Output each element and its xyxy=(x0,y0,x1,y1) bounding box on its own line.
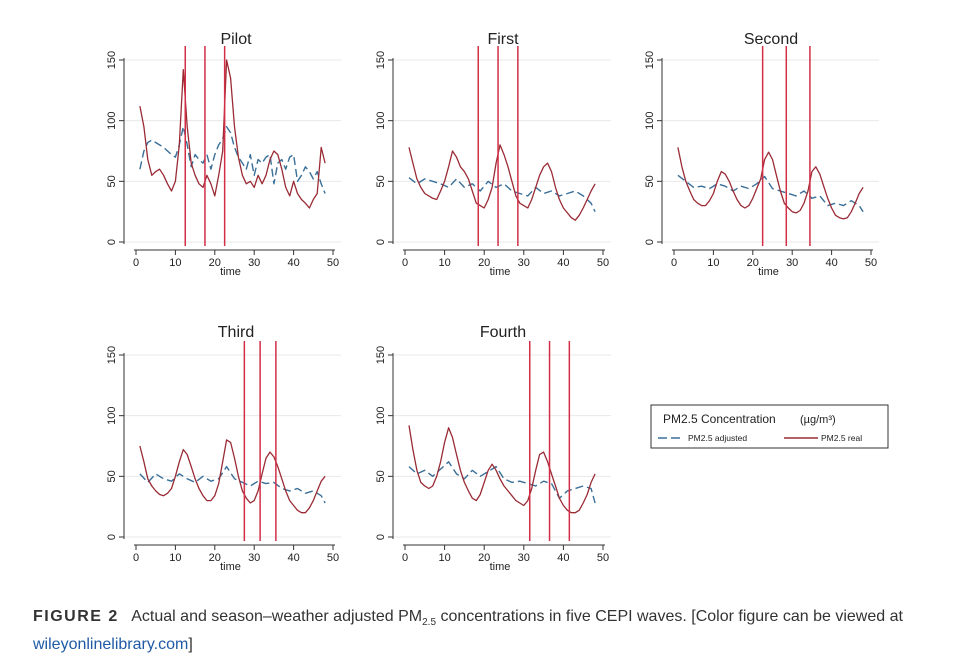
panel-pilot: 0 50 100 150 0 10 20 30 40 50 time Pilot xyxy=(106,31,341,278)
x-tick-label: 0 xyxy=(402,552,408,564)
x-tick-label: 0 xyxy=(402,257,408,269)
x-tick-label: 40 xyxy=(557,552,569,564)
x-tick-label: 50 xyxy=(597,552,609,564)
x-axis-label: time xyxy=(490,561,511,573)
x-tick-label: 50 xyxy=(597,257,609,269)
panel-first: 0 50 100 150 0 10 20 30 40 50 time First xyxy=(375,31,611,278)
x-tick-label: 0 xyxy=(671,257,677,269)
y-tick-label: 150 xyxy=(375,346,387,364)
y-tick-label: 50 xyxy=(106,470,118,482)
y-tick-label: 100 xyxy=(106,406,118,424)
x-tick-label: 40 xyxy=(287,257,299,269)
x-tick-label: 30 xyxy=(518,257,530,269)
x-tick-label: 10 xyxy=(438,552,450,564)
chart-title: Fourth xyxy=(480,324,526,341)
y-tick-label: 100 xyxy=(644,111,656,129)
y-tick-label: 150 xyxy=(375,51,387,69)
series-line-real xyxy=(139,439,326,514)
y-tick-label: 100 xyxy=(106,111,118,129)
x-tick-label: 30 xyxy=(518,552,530,564)
x-tick-label: 10 xyxy=(438,257,450,269)
y-tick-label: 0 xyxy=(106,534,118,540)
series-line-adjusted xyxy=(408,461,596,504)
y-tick-label: 0 xyxy=(375,534,387,540)
x-tick-label: 40 xyxy=(825,257,837,269)
x-tick-label: 10 xyxy=(169,552,181,564)
x-axis-label: time xyxy=(220,561,241,573)
legend-title: PM2.5 Concentration xyxy=(663,412,776,426)
y-tick-label: 150 xyxy=(106,346,118,364)
series-line-adjusted xyxy=(139,465,326,504)
x-tick-label: 20 xyxy=(478,257,490,269)
caption-text-after: concentrations in five CEPI waves. [Colo… xyxy=(436,608,903,625)
x-tick-label: 30 xyxy=(248,257,260,269)
x-tick-label: 30 xyxy=(248,552,260,564)
caption-text-end: ] xyxy=(188,636,193,654)
legend-real-label: PM2.5 real xyxy=(821,433,862,443)
y-tick-label: 100 xyxy=(375,406,387,424)
legend-adjusted-label: PM2.5 adjusted xyxy=(688,433,747,443)
series-line-adjusted xyxy=(677,174,864,213)
panel-second: 0 50 100 150 0 10 20 30 40 50 time Second xyxy=(644,31,879,278)
caption-label: FIGURE 2 xyxy=(33,608,119,625)
chart-title: First xyxy=(487,31,519,48)
x-tick-label: 10 xyxy=(707,257,719,269)
series-line-real xyxy=(408,425,596,514)
series-line-adjusted xyxy=(408,177,596,212)
series-line-real xyxy=(408,144,596,221)
legend: PM2.5 Concentration (µg/m³) PM2.5 adjust… xyxy=(650,404,889,449)
x-tick-label: 20 xyxy=(209,552,221,564)
y-tick-label: 50 xyxy=(644,175,656,187)
legend-unit: (µg/m³) xyxy=(800,414,836,426)
chart-title: Third xyxy=(218,324,254,341)
x-tick-label: 0 xyxy=(133,552,139,564)
x-axis-label: time xyxy=(220,266,241,278)
y-tick-label: 50 xyxy=(106,175,118,187)
series-line-real xyxy=(677,147,864,220)
y-tick-label: 0 xyxy=(644,239,656,245)
y-tick-label: 0 xyxy=(106,239,118,245)
figure-caption: FIGURE 2 Actual and season–weather adjus… xyxy=(33,606,933,656)
series-line-real xyxy=(139,59,326,209)
x-tick-label: 20 xyxy=(478,552,490,564)
x-tick-label: 50 xyxy=(865,257,877,269)
caption-text-before: Actual and season–weather adjusted PM xyxy=(131,608,423,625)
x-tick-label: 40 xyxy=(557,257,569,269)
x-axis-label: time xyxy=(490,266,511,278)
chart-title: Pilot xyxy=(220,31,252,48)
x-axis-label: time xyxy=(758,266,779,278)
x-tick-label: 50 xyxy=(327,552,339,564)
x-tick-label: 40 xyxy=(287,552,299,564)
y-tick-label: 50 xyxy=(375,470,387,482)
x-tick-label: 10 xyxy=(169,257,181,269)
x-tick-label: 0 xyxy=(133,257,139,269)
chart-title: Second xyxy=(744,31,798,48)
y-tick-label: 100 xyxy=(375,111,387,129)
x-tick-label: 20 xyxy=(209,257,221,269)
y-tick-label: 0 xyxy=(375,239,387,245)
x-tick-label: 50 xyxy=(327,257,339,269)
series-line-adjusted xyxy=(139,125,326,194)
panel-fourth: 0 50 100 150 0 10 20 30 40 50 time Fourth xyxy=(375,324,611,573)
x-tick-label: 30 xyxy=(786,257,798,269)
y-tick-label: 150 xyxy=(106,51,118,69)
y-tick-label: 150 xyxy=(644,51,656,69)
caption-subscript: 2.5 xyxy=(422,617,437,629)
x-tick-label: 20 xyxy=(747,257,759,269)
panel-third: 0 50 100 150 0 10 20 30 40 50 time Third xyxy=(106,324,341,573)
y-tick-label: 50 xyxy=(375,175,387,187)
caption-link[interactable]: wileyonlinelibrary.com xyxy=(33,636,189,654)
